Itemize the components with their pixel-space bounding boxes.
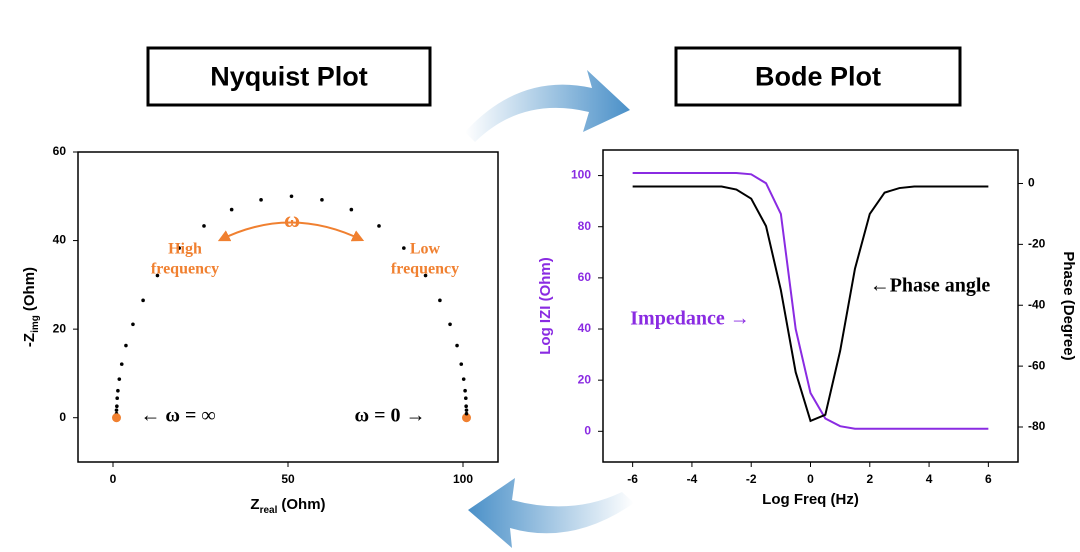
- point: [349, 207, 354, 212]
- x-tick-label: 2: [866, 472, 873, 486]
- y-tick-label: 0: [59, 410, 66, 424]
- axis-label-sub: img: [30, 315, 41, 333]
- point: [464, 396, 468, 401]
- annotation: frequency: [391, 261, 459, 278]
- point: [259, 198, 263, 202]
- annotation: frequency: [151, 261, 219, 278]
- point: [464, 408, 469, 412]
- x-tick-label: 100: [453, 472, 473, 486]
- axis-label-unit: (Ohm): [281, 496, 325, 513]
- x-tick-label: 0: [807, 472, 814, 486]
- annotation: High: [168, 241, 202, 258]
- y2-tick-label: -40: [1028, 297, 1046, 311]
- point: [377, 224, 381, 228]
- point: [131, 322, 135, 327]
- y-tick-label: 80: [578, 219, 592, 233]
- x-tick-label: 6: [985, 472, 992, 486]
- axis-label: -Zimg (Ohm): [21, 267, 41, 347]
- y-tick-label: 40: [578, 321, 592, 335]
- y2-tick-label: -60: [1028, 358, 1046, 372]
- y-tick-label: 20: [53, 321, 67, 335]
- y2-tick-label: -80: [1028, 419, 1046, 433]
- point: [464, 411, 469, 416]
- x-axis-label: Log Freq (Hz): [762, 491, 859, 508]
- point: [141, 298, 145, 303]
- title: Bode Plot: [755, 62, 881, 92]
- point: [115, 404, 119, 409]
- point: [116, 388, 120, 393]
- annotation: Low: [410, 241, 441, 258]
- y-tick-label: 40: [53, 233, 67, 247]
- point: [117, 377, 122, 381]
- point: [289, 194, 294, 199]
- point: [448, 322, 452, 327]
- annotation: ←Phase angle: [870, 275, 991, 297]
- endpoint: [112, 413, 121, 423]
- point: [438, 298, 442, 303]
- series-line: [632, 185, 989, 423]
- y2-tick-label: 0: [1028, 176, 1035, 190]
- point: [461, 377, 466, 381]
- y-tick-label: 60: [53, 144, 67, 158]
- point: [464, 404, 468, 409]
- title-box: [146, 46, 432, 107]
- y-tick-label: 0: [584, 423, 591, 437]
- x-tick-label: -4: [687, 472, 698, 486]
- x-tick-label: 4: [926, 472, 933, 486]
- point: [229, 207, 234, 212]
- annotation: ω: [284, 207, 300, 232]
- omega-arc: [217, 221, 365, 242]
- point: [115, 396, 119, 401]
- point: [459, 362, 464, 366]
- title: Nyquist Plot: [210, 62, 368, 92]
- x-tick-label: 50: [281, 472, 295, 486]
- point: [114, 408, 119, 412]
- point: [402, 246, 406, 250]
- point: [202, 224, 206, 228]
- point: [155, 273, 160, 278]
- axis-label: Zreal (Ohm): [250, 496, 325, 516]
- x-tick-label: 0: [110, 472, 117, 486]
- endpoint: [462, 413, 471, 423]
- y2-axis-label: Phase (Degree): [1060, 251, 1077, 360]
- annotation: Impedance →: [630, 308, 749, 330]
- flow-arrow: [468, 478, 634, 548]
- y-axis-label: Log IZI (Ohm): [537, 257, 554, 354]
- axis-label-main: -Z: [21, 333, 38, 347]
- point: [177, 246, 181, 250]
- y2-tick-label: -20: [1028, 237, 1046, 251]
- x-tick-label: -2: [746, 472, 757, 486]
- y-tick-label: 20: [578, 372, 592, 386]
- plot-frame: [602, 149, 1019, 463]
- point: [455, 343, 459, 348]
- series-line: [632, 172, 989, 430]
- title-box: [674, 46, 962, 107]
- axis-label-sub: real: [260, 505, 278, 516]
- y-tick-label: 60: [578, 270, 592, 284]
- axis-label-unit: (Ohm): [21, 267, 38, 311]
- point: [124, 343, 128, 348]
- annotation: ω = 0 →: [354, 405, 425, 427]
- point: [320, 198, 324, 202]
- y-tick-label: 100: [571, 168, 591, 182]
- point: [119, 362, 124, 366]
- annotation: ← ω = ∞: [140, 405, 215, 427]
- flow-arrow: [465, 70, 630, 142]
- x-tick-label: -6: [627, 472, 638, 486]
- point: [463, 388, 467, 393]
- point: [423, 273, 428, 278]
- axis-label-main: Z: [250, 496, 259, 513]
